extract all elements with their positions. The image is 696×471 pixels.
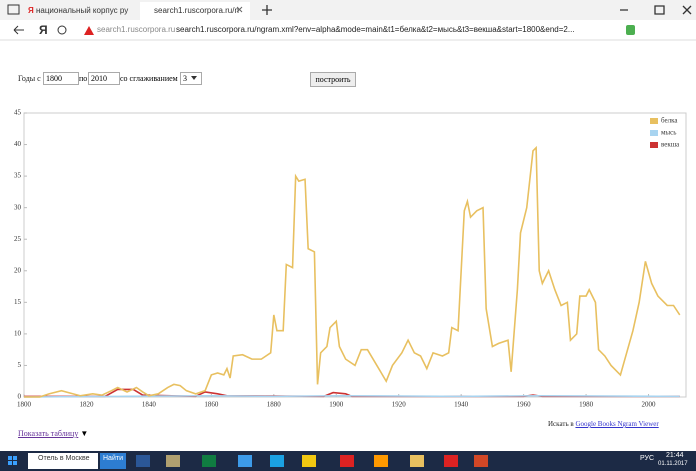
- to-input[interactable]: 2010: [88, 72, 120, 85]
- start[interactable]: [8, 456, 17, 465]
- x-tick-label: 1860: [204, 401, 219, 409]
- series-line: [24, 148, 680, 397]
- from-input[interactable]: 1800: [43, 72, 79, 85]
- legend-label: белка: [661, 117, 678, 125]
- y-tick-label: 25: [14, 235, 22, 243]
- warning-icon: [84, 26, 94, 35]
- search-link[interactable]: Google Books Ngram Viewer: [575, 420, 658, 428]
- y-tick-label: 20: [14, 266, 22, 274]
- search-prefix: Искать в: [548, 420, 574, 428]
- back[interactable]: [14, 26, 24, 34]
- smoothing-label: со сглаживанием: [120, 74, 178, 83]
- show-table-link[interactable]: Показать таблицу: [18, 429, 78, 438]
- y-tick-label: 0: [18, 393, 22, 401]
- y-tick-label: 15: [14, 298, 22, 306]
- taskbar-search[interactable]: Отель в Москве: [38, 455, 89, 462]
- x-tick-label: 2000: [642, 401, 657, 409]
- search-line: Искать в Google Books Ngram Viewer: [548, 420, 659, 428]
- from-label: Годы с: [18, 74, 41, 83]
- chart: 0 5 10 15 20 25 30 35 40 45 1800 1820 1840 1860 1880 19…: [0, 100, 696, 410]
- y-tick-label: 5: [18, 361, 22, 369]
- close-tab[interactable]: [237, 7, 242, 12]
- show-table: Показать таблицу ▼: [18, 429, 88, 438]
- taskbar-find[interactable]: Найти: [103, 455, 123, 462]
- y-tick-label: 40: [14, 140, 22, 148]
- y-tick-label: 45: [14, 109, 22, 117]
- x-tick-label: 1980: [579, 401, 594, 409]
- build-button[interactable]: построить: [310, 72, 356, 87]
- logo: Я: [39, 23, 48, 37]
- url[interactable]: search1.ruscorpora.ru/ngram.xml?env=alph…: [176, 25, 575, 34]
- lang[interactable]: РУС: [640, 455, 654, 462]
- x-tick-label: 1840: [142, 401, 157, 409]
- x-tick-label: 1960: [517, 401, 532, 409]
- window-controls[interactable]: [620, 6, 691, 14]
- select-arrow: [190, 75, 198, 81]
- to-label: по: [79, 74, 87, 83]
- x-tick-label: 1820: [79, 401, 94, 409]
- reload[interactable]: [58, 26, 66, 34]
- y-tick-label: 35: [14, 172, 22, 180]
- x-tick-label: 1940: [454, 401, 469, 409]
- y-tick-label: 10: [14, 329, 22, 337]
- x-tick-label: 1880: [267, 401, 282, 409]
- legend-swatch: [650, 130, 658, 136]
- plot-area: [24, 113, 686, 397]
- url-host[interactable]: search1.ruscorpora.ru: [97, 25, 175, 34]
- page: Я национальный корпус ру search1.ruscorp…: [0, 0, 696, 471]
- clock-time[interactable]: 21:44: [666, 452, 684, 459]
- legend-label: мысь: [661, 129, 676, 137]
- legend-swatch: [650, 142, 658, 148]
- x-tick-label: 1920: [392, 401, 407, 409]
- shield-icon: [626, 25, 635, 35]
- show-table-arrow[interactable]: ▼: [80, 429, 88, 438]
- x-tick-label: 1800: [17, 401, 32, 409]
- tabs-icon[interactable]: [8, 5, 19, 14]
- clock-date[interactable]: 01.11.2017: [658, 461, 688, 467]
- legend-swatch: [650, 118, 658, 124]
- new-tab[interactable]: [262, 5, 272, 15]
- y-tick-label: 30: [14, 203, 22, 211]
- legend-label: векша: [661, 141, 680, 149]
- x-tick-label: 1900: [329, 401, 344, 409]
